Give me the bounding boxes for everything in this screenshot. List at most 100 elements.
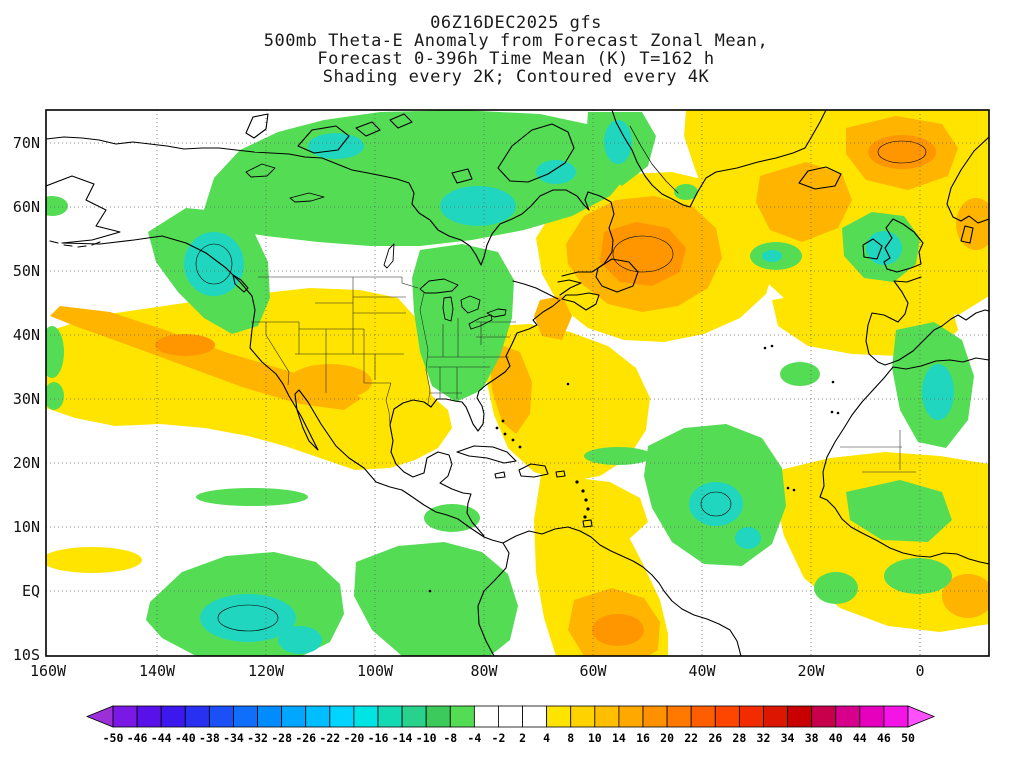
colorbar-cell — [787, 705, 813, 728]
colorbar-cell — [738, 705, 764, 728]
anomaly-negative-greenland-tip — [674, 184, 698, 200]
title-line-3: Forecast 0-396h Time Mean (K) T=162 h — [317, 49, 714, 69]
colorbar-label: -8 — [443, 731, 457, 745]
coast-alaska — [46, 175, 207, 254]
anomaly-negative-gulf-guinea-1 — [846, 480, 952, 542]
coast-nova-scotia — [561, 292, 600, 311]
great-lakes — [419, 278, 507, 330]
coast-victoria-island — [297, 125, 350, 154]
lon-axis-labels: 160W 140W 120W 100W 80W 60W 40W 20W 0 — [30, 662, 925, 680]
anomaly-negative-great-lakes-tongue — [412, 244, 514, 402]
colorbar-cell — [257, 705, 283, 728]
coast-southampton-island — [451, 168, 473, 184]
coast-europe-mainland — [865, 276, 989, 366]
title-line-1: 06Z16DEC2025 gfs — [430, 13, 602, 33]
lon-label: 80W — [470, 662, 498, 680]
coast-banks-island — [245, 113, 269, 139]
anomaly-positive-small-left — [46, 547, 142, 573]
coast-greenland — [611, 110, 827, 208]
lon-label: 140W — [139, 662, 176, 680]
colorbar-cell — [618, 705, 644, 728]
colorbar-cell — [305, 705, 331, 728]
colorbar-label: 14 — [612, 731, 626, 745]
anomaly-teal-quebec — [536, 160, 576, 184]
colorbar-cell — [835, 705, 861, 728]
canadian-lakes — [245, 163, 395, 269]
anomaly-negative-gulf-guinea-3 — [814, 572, 858, 604]
lat-label: 50N — [13, 262, 40, 280]
colorbar-label: -38 — [199, 731, 220, 745]
coast-central-america-caribbean — [389, 424, 485, 537]
colorbar-cell — [425, 705, 451, 728]
colorbar-cell — [714, 705, 740, 728]
title-line-2: 500mb Theta-E Anomaly from Forecast Zona… — [264, 31, 769, 51]
lon-label: 0 — [915, 662, 924, 680]
map-content — [46, 110, 989, 656]
anomaly-orange-gulf-of-maine — [534, 296, 572, 340]
anomaly-teal-tropical-atlantic — [689, 482, 743, 526]
anomaly-teal-mid-atlantic — [762, 250, 782, 262]
coast-africa — [819, 357, 989, 565]
anomaly-orange-europe-edge — [956, 198, 989, 250]
colorbar-label: 4 — [543, 731, 550, 745]
coast-ireland — [862, 238, 883, 260]
colorbar-cell — [112, 705, 138, 728]
colorbar-label: -46 — [127, 731, 148, 745]
colorbar-label: 44 — [853, 731, 867, 745]
anomaly-negative-gulf-guinea-2 — [884, 558, 952, 594]
coast-scandinavia — [946, 136, 989, 244]
coast-vancouver-island — [232, 274, 249, 293]
colorbar-label: 26 — [708, 731, 722, 745]
colorbar-label: -44 — [151, 731, 172, 745]
lat-label: 30N — [13, 390, 40, 408]
anomaly-deep-orange-norwegian-sea — [868, 135, 936, 169]
anomaly-teal-hudson — [440, 186, 516, 226]
lat-label: 40N — [13, 326, 40, 344]
colorbar-cell — [883, 705, 909, 728]
anomaly-teal-british-isles — [866, 231, 902, 265]
coast-trinidad — [582, 519, 593, 528]
lon-label: 20W — [797, 662, 825, 680]
colorbar-cell — [377, 705, 403, 728]
colorbar-label: 22 — [684, 731, 698, 745]
anomaly-negative-atlantic-sliver — [584, 447, 652, 465]
anomaly-negative-nicaragua — [424, 504, 480, 532]
anomaly-orange-four-corners — [288, 364, 372, 400]
anomaly-negative-central-america — [354, 542, 518, 656]
colorbar-cell — [570, 705, 596, 728]
coast-puerto-rico — [555, 470, 566, 478]
colorbar-cell — [546, 705, 572, 728]
lon-label: 60W — [579, 662, 607, 680]
lat-label: 70N — [13, 134, 40, 152]
colorbar-label: 50 — [901, 731, 915, 745]
colorbar-label: 34 — [781, 731, 795, 745]
coast-baffin-island — [497, 123, 575, 183]
coast-st-lawrence-labrador-hudson-arctic — [46, 136, 615, 300]
anomaly-teal-tropical-atlantic-2 — [735, 527, 761, 549]
colorbar-cell — [473, 705, 499, 728]
coast-gulf-east-us — [389, 299, 561, 432]
coast-arctic-islands — [355, 113, 413, 137]
coast-cuba — [456, 445, 517, 464]
colorbar-label: -32 — [247, 731, 268, 745]
colorbar-cell — [401, 705, 427, 728]
colorbar-label: -2 — [492, 731, 506, 745]
colorbar-cell — [160, 705, 186, 728]
coast-jamaica — [494, 471, 506, 479]
colorbar-label: 10 — [588, 731, 602, 745]
lon-label: 100W — [357, 662, 394, 680]
anomaly-negative-left-edge-1 — [46, 196, 68, 216]
colorbar-cell — [136, 705, 162, 728]
anomaly-negative-left-edge-2 — [46, 326, 64, 378]
title-block: 06Z16DEC2025 gfs 500mb Theta-E Anomaly f… — [264, 13, 769, 87]
anomaly-negative-left-edge-3 — [46, 382, 64, 410]
lat-label: 20N — [13, 454, 40, 472]
anomaly-orange-denmark-strait — [756, 162, 852, 242]
anomaly-deep-orange-brazil — [592, 614, 644, 646]
lon-label: 160W — [30, 662, 67, 680]
colorbar-cell — [281, 705, 307, 728]
contour-lines — [195, 140, 927, 632]
colorbar-label: 20 — [660, 731, 674, 745]
